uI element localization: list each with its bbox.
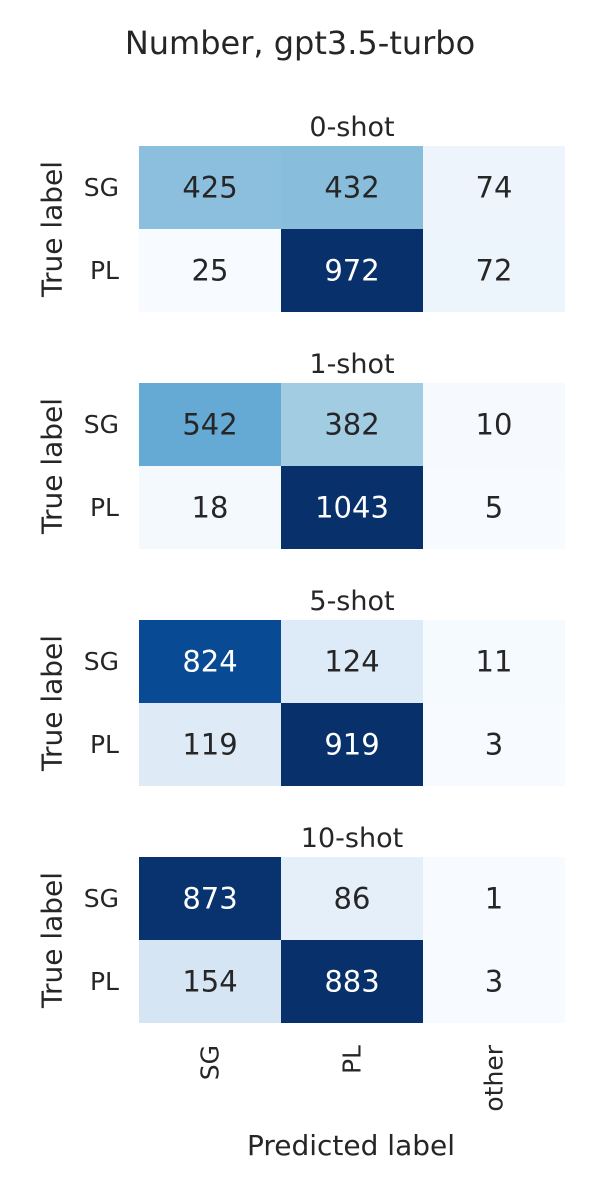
cell-value-label: 10 [476, 408, 513, 442]
cell-value-label: 25 [192, 254, 229, 288]
heatmap-cell [139, 146, 281, 229]
panel-title: 1-shot [309, 349, 394, 380]
y-tick-label: PL [90, 730, 119, 759]
heatmap-cell [139, 940, 281, 1023]
cell-value-label: 883 [324, 965, 379, 999]
y-axis-label: True label [36, 398, 69, 535]
heatmap-cell [139, 229, 281, 312]
cell-value-label: 74 [476, 171, 513, 205]
cell-value-label: 11 [476, 645, 513, 679]
heatmap-cell [139, 620, 281, 703]
heatmap-cell [139, 466, 281, 549]
cell-value-label: 873 [182, 882, 237, 916]
x-axis-label: Predicted label [247, 1129, 455, 1162]
x-tick-label: SG [196, 1045, 225, 1080]
heatmap-cell [139, 857, 281, 940]
cell-value-label: 824 [182, 645, 237, 679]
y-axis-label: True label [36, 635, 69, 772]
panel-title: 5-shot [309, 586, 394, 617]
heatmap-panel: 0-shot 425 432 74 25 972 72 SG PL True label [36, 112, 565, 312]
heatmap-cell [423, 229, 565, 312]
heatmap-cell [423, 146, 565, 229]
y-tick-label: SG [84, 647, 119, 676]
heatmap-cell [423, 383, 565, 466]
heatmap-cell [423, 703, 565, 786]
heatmap-cell [281, 620, 423, 703]
cell-value-label: 425 [182, 171, 237, 205]
heatmap-cell [423, 940, 565, 1023]
cell-value-label: 1 [485, 882, 503, 916]
heatmap-panel: 5-shot 824 124 11 119 919 3 SG PL True label [36, 586, 565, 786]
cell-value-label: 1043 [315, 491, 389, 525]
cell-value-label: 154 [182, 965, 237, 999]
heatmap-cell [281, 940, 423, 1023]
heatmap-panel: 1-shot 542 382 10 18 1043 5 SG PL True label [36, 349, 565, 549]
chart-title: Number, gpt3.5-turbo [125, 24, 475, 62]
heatmap-cell [281, 229, 423, 312]
heatmap-cell [139, 703, 281, 786]
cell-value-label: 86 [334, 882, 371, 916]
x-tick-label: other [480, 1044, 509, 1111]
y-tick-label: PL [90, 493, 119, 522]
y-tick-label: SG [84, 884, 119, 913]
cell-value-label: 972 [324, 254, 379, 288]
y-axis-label: True label [36, 161, 69, 298]
heatmap-cell [281, 857, 423, 940]
y-tick-label: PL [90, 967, 119, 996]
heatmap-cell [281, 466, 423, 549]
cell-value-label: 5 [485, 491, 503, 525]
cell-value-label: 919 [324, 728, 379, 762]
heatmap-cell [139, 383, 281, 466]
heatmap-panel: 10-shot 873 86 1 154 883 3 SG PL True label [36, 823, 565, 1023]
heatmap-cell [423, 857, 565, 940]
y-tick-label: SG [84, 173, 119, 202]
x-tick-label: PL [338, 1045, 367, 1074]
cell-value-label: 124 [324, 645, 379, 679]
x-tick-labels: SG PL other [196, 1044, 509, 1111]
heatmap-cell [281, 146, 423, 229]
cell-value-label: 382 [324, 408, 379, 442]
heatmap-cell [423, 466, 565, 549]
heatmap-cell [281, 703, 423, 786]
cell-value-label: 72 [476, 254, 513, 288]
y-axis-label: True label [36, 872, 69, 1009]
heatmap-cell [423, 620, 565, 703]
cell-value-label: 3 [485, 965, 503, 999]
cell-value-label: 542 [182, 408, 237, 442]
cell-value-label: 3 [485, 728, 503, 762]
cell-value-label: 119 [182, 728, 237, 762]
y-tick-label: PL [90, 256, 119, 285]
panel-title: 10-shot [301, 823, 403, 854]
cell-value-label: 18 [192, 491, 229, 525]
cell-value-label: 432 [324, 171, 379, 205]
heatmap-cell [281, 383, 423, 466]
y-tick-label: SG [84, 410, 119, 439]
panel-title: 0-shot [309, 112, 394, 143]
